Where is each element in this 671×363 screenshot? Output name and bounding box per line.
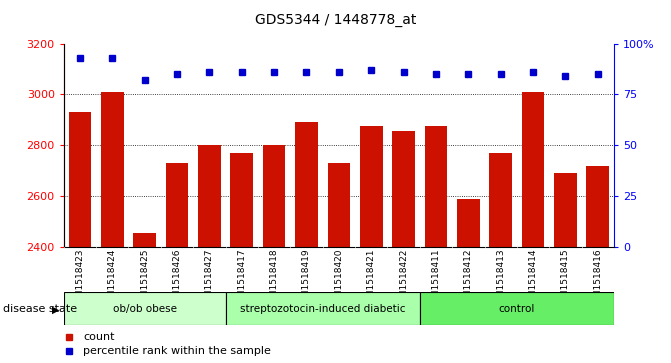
- Text: GDS5344 / 1448778_at: GDS5344 / 1448778_at: [255, 13, 416, 27]
- Text: ob/ob obese: ob/ob obese: [113, 303, 176, 314]
- Bar: [198, 145, 221, 247]
- Bar: [295, 122, 318, 247]
- Bar: [134, 233, 156, 247]
- Text: control: control: [499, 303, 535, 314]
- Bar: [166, 163, 189, 247]
- Bar: [327, 163, 350, 247]
- Bar: [64, 292, 225, 325]
- Bar: [101, 92, 123, 247]
- Bar: [554, 173, 577, 247]
- Text: count: count: [83, 331, 115, 342]
- Text: disease state: disease state: [3, 304, 77, 314]
- Bar: [522, 92, 544, 247]
- Text: percentile rank within the sample: percentile rank within the sample: [83, 346, 271, 356]
- Bar: [420, 292, 614, 325]
- Bar: [225, 292, 420, 325]
- Bar: [425, 126, 448, 247]
- Bar: [263, 145, 285, 247]
- Text: ▶: ▶: [52, 304, 59, 314]
- Text: streptozotocin-induced diabetic: streptozotocin-induced diabetic: [240, 303, 405, 314]
- Bar: [586, 166, 609, 247]
- Bar: [68, 112, 91, 247]
- Bar: [457, 199, 480, 247]
- Bar: [230, 153, 253, 247]
- Bar: [393, 131, 415, 247]
- Bar: [489, 153, 512, 247]
- Bar: [360, 126, 382, 247]
